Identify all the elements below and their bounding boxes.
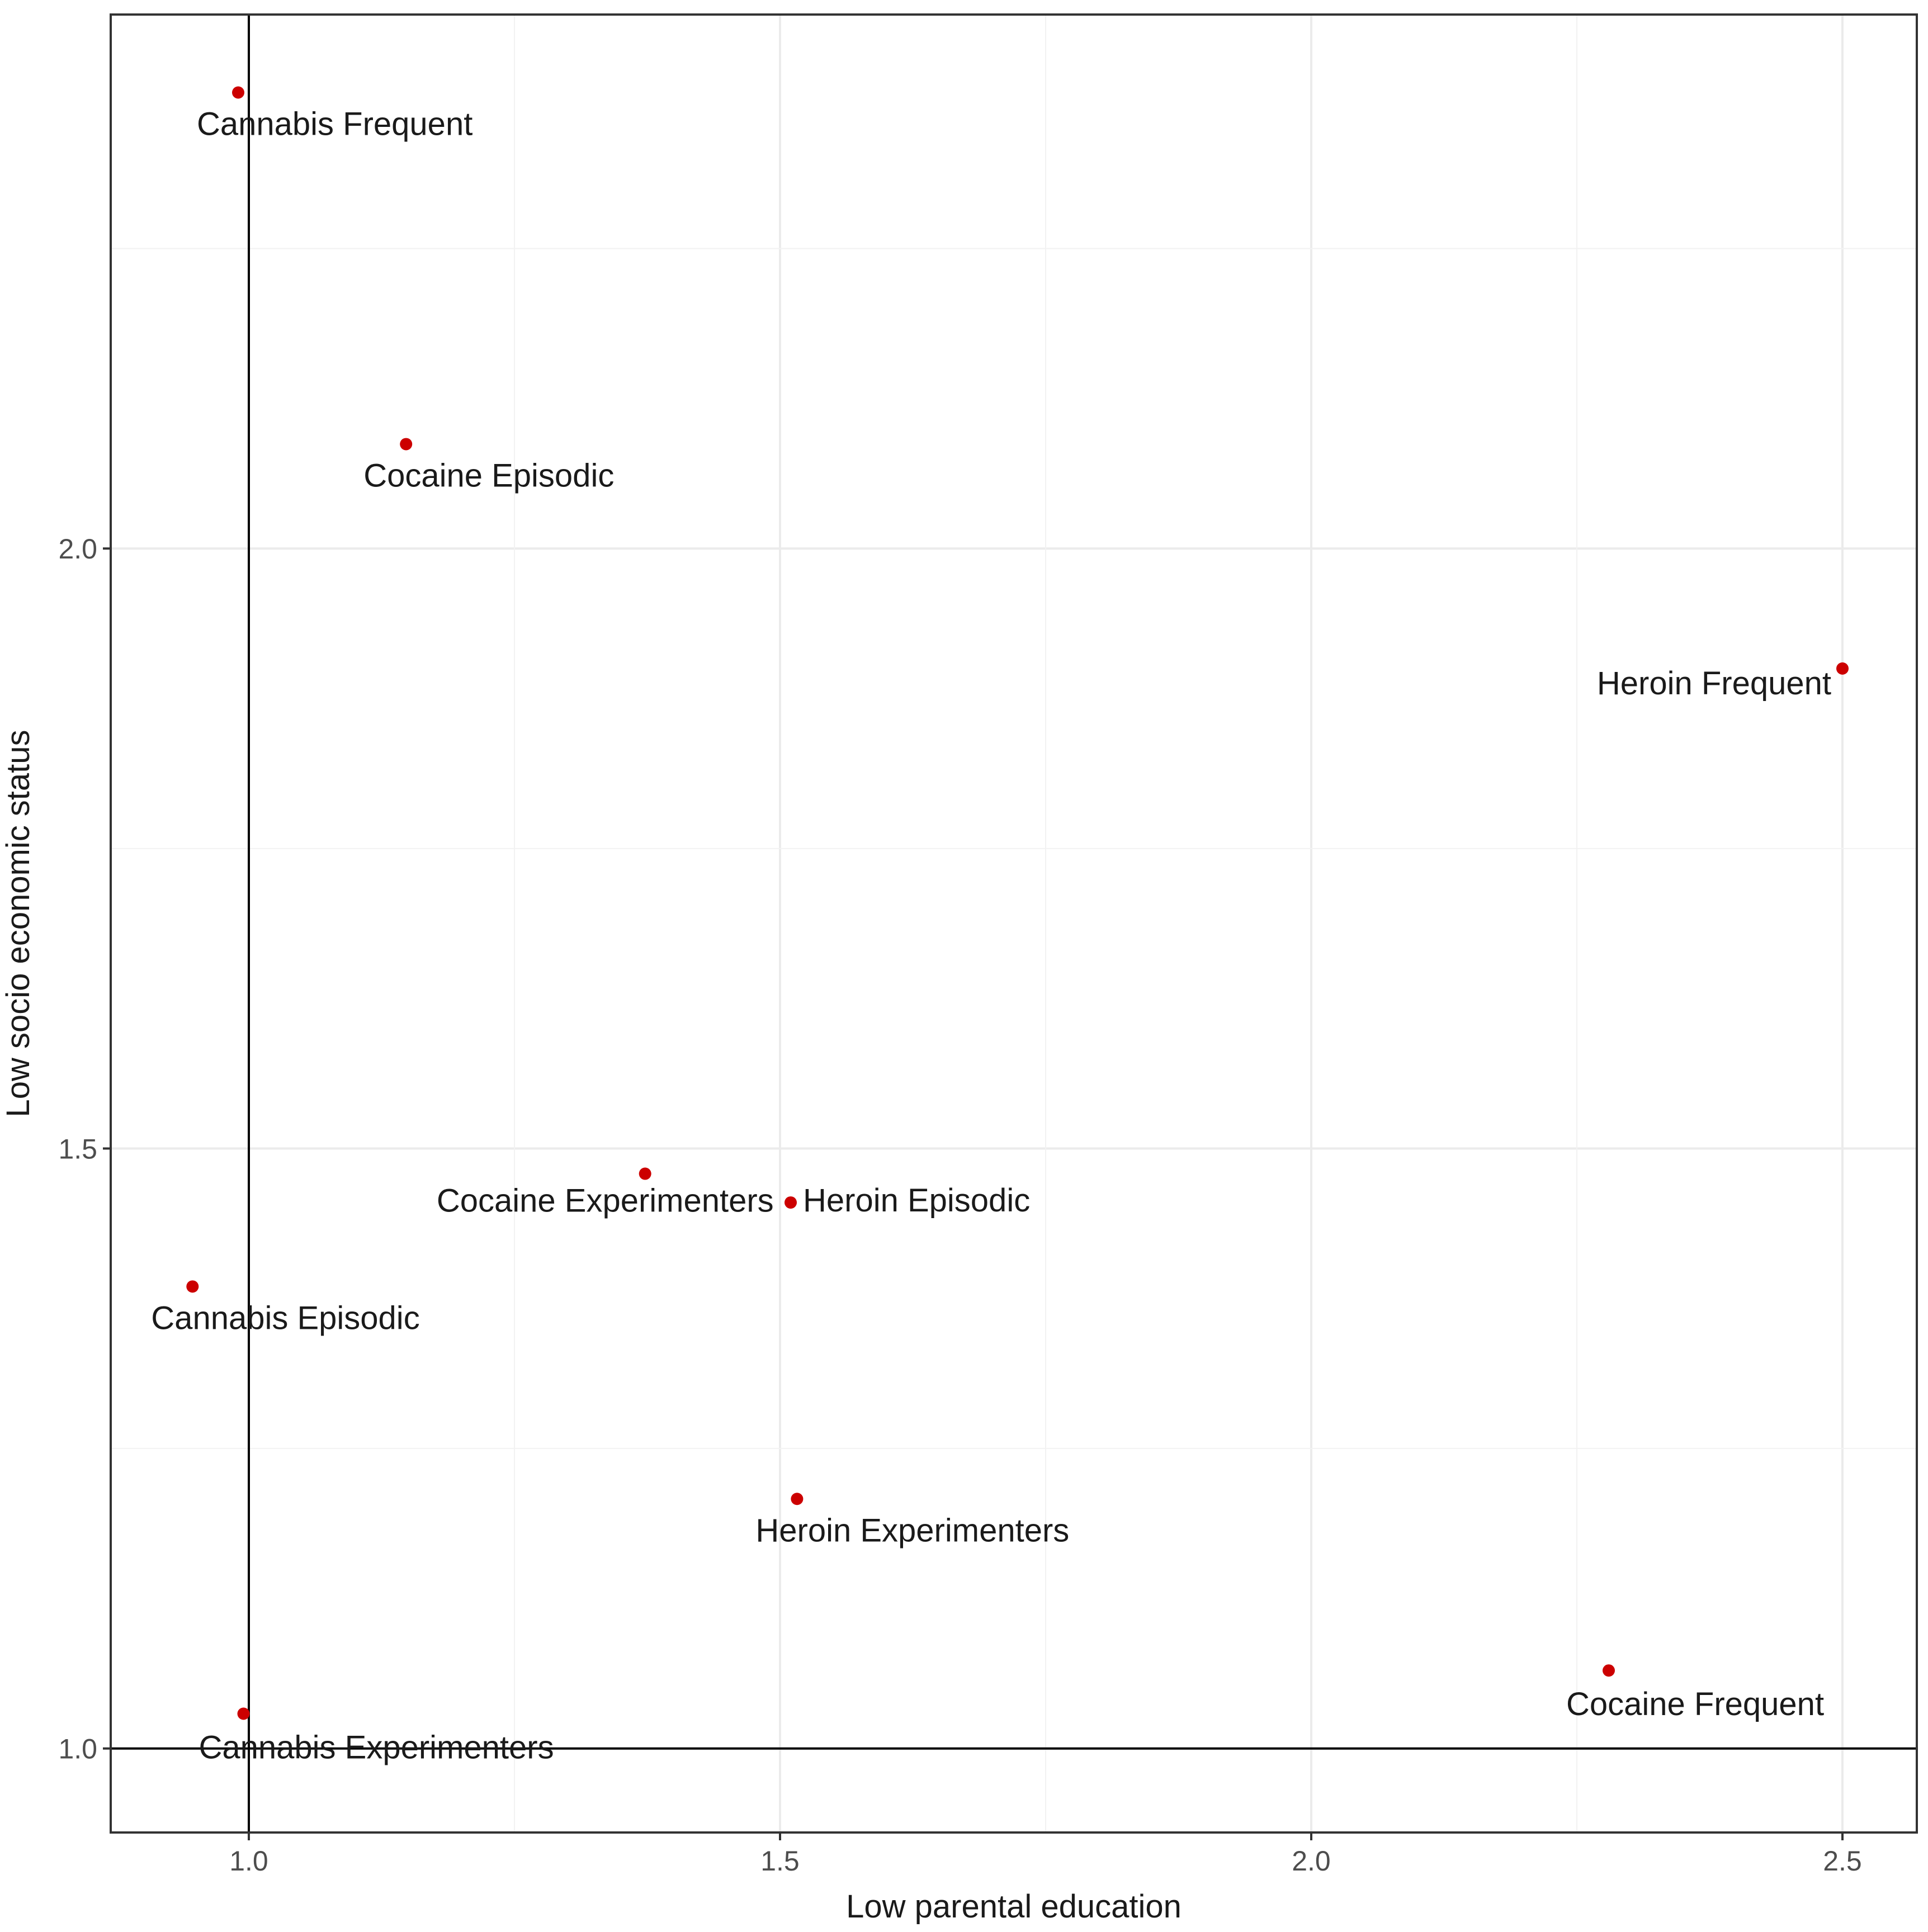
y-tick-label-1: 1.5 xyxy=(58,1133,97,1164)
data-points xyxy=(186,86,1849,1720)
point-label-1: Cocaine Episodic xyxy=(363,457,614,494)
x-axis-title: Low parental education xyxy=(846,1888,1182,1925)
point-label-3: Cocaine Experimenters xyxy=(437,1183,774,1219)
point-label-6: Heroin Experimenters xyxy=(755,1512,1069,1549)
minor-gridlines xyxy=(111,15,1917,1832)
data-point-6 xyxy=(791,1493,804,1505)
data-point-5 xyxy=(186,1280,199,1293)
data-point-7 xyxy=(1603,1664,1615,1677)
panel-border xyxy=(110,13,1918,1834)
data-point-3 xyxy=(639,1167,651,1180)
point-label-8: Cannabis Experimenters xyxy=(199,1729,554,1765)
point-labels: Cannabis Frequent Cocaine Episodic Heroin … xyxy=(151,106,1831,1766)
reference-lines xyxy=(111,15,1917,1832)
point-label-2: Heroin Frequent xyxy=(1597,665,1831,702)
point-label-7: Cocaine Frequent xyxy=(1566,1686,1824,1722)
data-point-0 xyxy=(232,86,244,99)
y-axis-ticks: 1.0 1.5 2.0 xyxy=(58,533,111,1765)
x-tick-label-1: 1.5 xyxy=(760,1845,800,1877)
y-tick-label-0: 1.0 xyxy=(58,1734,97,1765)
data-point-1 xyxy=(400,438,413,451)
x-tick-label-2: 2.0 xyxy=(1292,1845,1331,1877)
x-tick-label-3: 2.5 xyxy=(1823,1845,1862,1877)
data-point-8 xyxy=(237,1707,250,1720)
point-label-0: Cannabis Frequent xyxy=(197,106,472,143)
y-axis-title: Low socio economic status xyxy=(0,730,36,1117)
x-tick-label-0: 1.0 xyxy=(229,1845,268,1877)
data-point-2 xyxy=(1836,662,1849,675)
point-label-5: Cannabis Episodic xyxy=(151,1300,419,1336)
point-label-4: Heroin Episodic xyxy=(803,1182,1030,1219)
x-axis-ticks: 1.0 1.5 2.0 2.5 xyxy=(229,1832,1862,1877)
y-tick-label-2: 2.0 xyxy=(58,533,97,565)
data-point-4 xyxy=(785,1196,797,1209)
